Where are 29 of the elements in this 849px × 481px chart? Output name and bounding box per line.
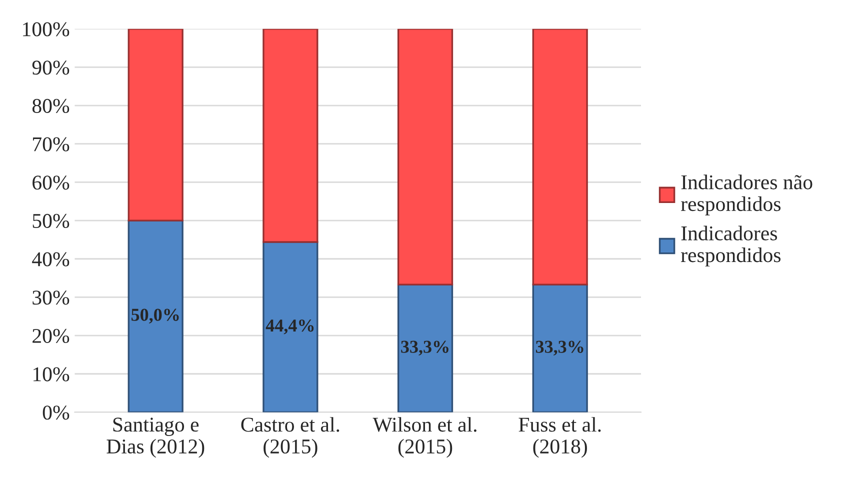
bar [532,284,588,412]
bar [262,28,318,243]
data-label: 33,3% [536,340,584,356]
legend-label: Indicadores respondidos [680,226,781,266]
x-tick-label: Castro et al. (2015) [241,417,340,458]
bar [397,284,454,412]
bar [128,28,184,222]
bar [128,220,184,412]
y-tick-label: 10% [33,367,70,382]
y-tick-label: 100% [23,22,70,36]
y-tick-label: 0% [42,406,70,420]
y-tick-label: 40% [32,252,70,266]
x-tick-label: Wilson et al. (2015) [372,417,476,458]
bar [397,28,454,286]
data-label: 33,3% [401,340,448,356]
y-tick-label: 20% [32,328,70,344]
legend-label: Indicadores não respondidos [680,174,812,216]
y-tick-label: 30% [32,290,70,305]
data-label: 44,4% [266,319,314,334]
x-tick-label: Fuss et al. (2018) [518,417,601,458]
data-label: 50,0% [132,308,179,324]
bar [532,28,588,286]
bar [262,241,318,412]
x-tick-label: Santiago e Dias (2012) [106,418,204,458]
y-tick-label: 60% [32,176,70,190]
y-tick-label: 80% [32,98,70,114]
y-tick-label: 70% [33,137,70,152]
y-tick-label: 50% [32,214,70,228]
y-tick-label: 90% [32,60,70,75]
